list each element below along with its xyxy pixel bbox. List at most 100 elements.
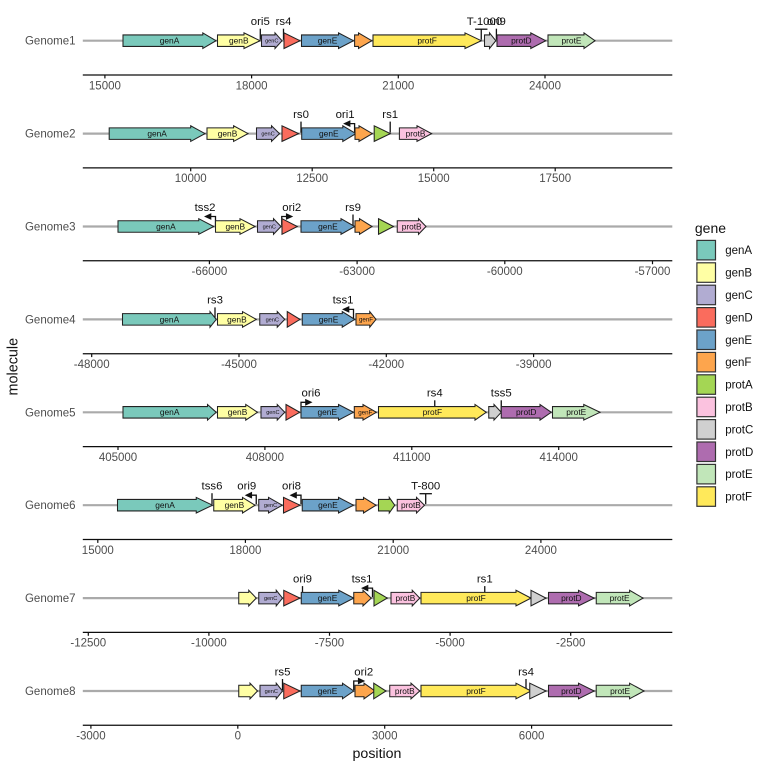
svg-text:3000: 3000 xyxy=(372,731,398,743)
svg-text:genC: genC xyxy=(266,410,279,416)
svg-text:genB: genB xyxy=(725,268,752,280)
svg-text:protA: protA xyxy=(725,380,753,392)
svg-text:18000: 18000 xyxy=(229,545,261,557)
svg-text:genE: genE xyxy=(318,686,338,696)
svg-text:Genome5: Genome5 xyxy=(25,407,76,419)
svg-text:-7500: -7500 xyxy=(315,638,344,650)
svg-text:protF: protF xyxy=(423,407,443,417)
svg-text:24000: 24000 xyxy=(525,545,557,557)
svg-text:genD: genD xyxy=(725,312,753,324)
svg-text:genC: genC xyxy=(265,689,278,695)
svg-text:-42000: -42000 xyxy=(368,359,404,371)
svg-text:-60000: -60000 xyxy=(487,266,523,278)
svg-text:T-800: T-800 xyxy=(411,481,440,493)
svg-text:Genome8: Genome8 xyxy=(25,686,76,698)
svg-text:411000: 411000 xyxy=(393,452,431,464)
svg-text:genE: genE xyxy=(318,593,338,603)
svg-text:-3000: -3000 xyxy=(76,731,105,743)
svg-text:genA: genA xyxy=(160,36,180,46)
svg-text:genA: genA xyxy=(147,128,167,138)
svg-text:Genome6: Genome6 xyxy=(25,500,76,512)
svg-text:genB: genB xyxy=(225,221,245,231)
svg-text:protF: protF xyxy=(466,686,486,696)
svg-text:Genome1: Genome1 xyxy=(25,36,76,48)
svg-text:tss1: tss1 xyxy=(352,573,373,585)
svg-text:protC: protC xyxy=(725,424,753,436)
svg-text:tss6: tss6 xyxy=(202,481,223,493)
svg-text:rs9: rs9 xyxy=(345,202,361,214)
svg-text:Genome7: Genome7 xyxy=(25,593,76,605)
svg-text:genB: genB xyxy=(229,36,249,46)
svg-text:protF: protF xyxy=(466,593,486,603)
svg-text:10000: 10000 xyxy=(175,173,207,185)
svg-text:protE: protE xyxy=(566,407,586,417)
svg-text:protB: protB xyxy=(725,402,753,414)
svg-text:rs3: rs3 xyxy=(207,295,223,307)
svg-text:protF: protF xyxy=(725,492,752,504)
svg-text:414000: 414000 xyxy=(540,452,578,464)
svg-text:ori1: ori1 xyxy=(336,109,355,121)
svg-text:genA: genA xyxy=(725,245,752,257)
svg-text:-39000: -39000 xyxy=(516,359,552,371)
svg-text:15000: 15000 xyxy=(82,545,114,557)
svg-text:genF: genF xyxy=(359,317,373,324)
svg-text:ori9: ori9 xyxy=(293,573,312,585)
svg-text:genC: genC xyxy=(264,596,277,602)
svg-text:genC: genC xyxy=(263,224,276,230)
svg-text:17500: 17500 xyxy=(539,173,571,185)
svg-text:molecule: molecule xyxy=(6,338,22,396)
svg-text:position: position xyxy=(353,746,402,762)
svg-text:genC: genC xyxy=(266,317,279,323)
svg-text:-57000: -57000 xyxy=(635,266,671,278)
svg-text:6000: 6000 xyxy=(519,731,545,743)
svg-text:tss1: tss1 xyxy=(333,295,354,307)
svg-text:rs1: rs1 xyxy=(477,573,493,585)
svg-text:genB: genB xyxy=(225,500,245,510)
svg-text:0: 0 xyxy=(235,731,241,743)
svg-text:15000: 15000 xyxy=(89,80,121,92)
svg-text:genE: genE xyxy=(318,36,338,46)
svg-text:genA: genA xyxy=(160,407,180,417)
svg-text:Genome4: Genome4 xyxy=(25,314,76,326)
svg-text:protD: protD xyxy=(516,407,536,417)
svg-text:24000: 24000 xyxy=(529,80,561,92)
svg-text:genA: genA xyxy=(155,500,175,510)
svg-text:Genome3: Genome3 xyxy=(25,222,76,234)
svg-text:genE: genE xyxy=(319,128,339,138)
svg-text:genB: genB xyxy=(218,128,238,138)
svg-text:-5000: -5000 xyxy=(435,638,464,650)
svg-text:12500: 12500 xyxy=(296,173,328,185)
svg-text:genB: genB xyxy=(228,407,248,417)
svg-text:protB: protB xyxy=(402,221,422,231)
svg-text:rs4: rs4 xyxy=(427,388,443,400)
svg-text:protB: protB xyxy=(395,686,415,696)
svg-text:genE: genE xyxy=(318,500,338,510)
svg-text:-66000: -66000 xyxy=(191,266,227,278)
svg-text:rs4: rs4 xyxy=(518,666,534,678)
svg-text:protE: protE xyxy=(561,36,581,46)
svg-text:ori9: ori9 xyxy=(237,481,256,493)
svg-text:tss2: tss2 xyxy=(195,202,216,214)
svg-text:rs0: rs0 xyxy=(293,109,309,121)
svg-text:protE: protE xyxy=(610,593,630,603)
svg-text:rs4: rs4 xyxy=(276,16,292,28)
svg-text:genC: genC xyxy=(261,132,274,138)
svg-text:18000: 18000 xyxy=(236,80,268,92)
svg-text:405000: 405000 xyxy=(99,452,137,464)
svg-text:protB: protB xyxy=(401,500,421,510)
svg-text:T-1000: T-1000 xyxy=(467,16,502,28)
svg-text:rs1: rs1 xyxy=(382,109,398,121)
svg-text:genB: genB xyxy=(227,314,247,324)
svg-text:ori2: ori2 xyxy=(282,202,301,214)
svg-text:408000: 408000 xyxy=(246,452,284,464)
svg-text:genE: genE xyxy=(319,314,339,324)
svg-text:genF: genF xyxy=(725,357,751,369)
svg-text:ori2: ori2 xyxy=(354,666,373,678)
svg-text:protB: protB xyxy=(395,593,415,603)
svg-text:genC: genC xyxy=(725,290,753,302)
svg-text:protE: protE xyxy=(725,469,753,481)
svg-text:genC: genC xyxy=(264,503,277,509)
svg-text:genA: genA xyxy=(156,221,176,231)
svg-text:15000: 15000 xyxy=(418,173,450,185)
svg-text:genC: genC xyxy=(265,39,278,45)
